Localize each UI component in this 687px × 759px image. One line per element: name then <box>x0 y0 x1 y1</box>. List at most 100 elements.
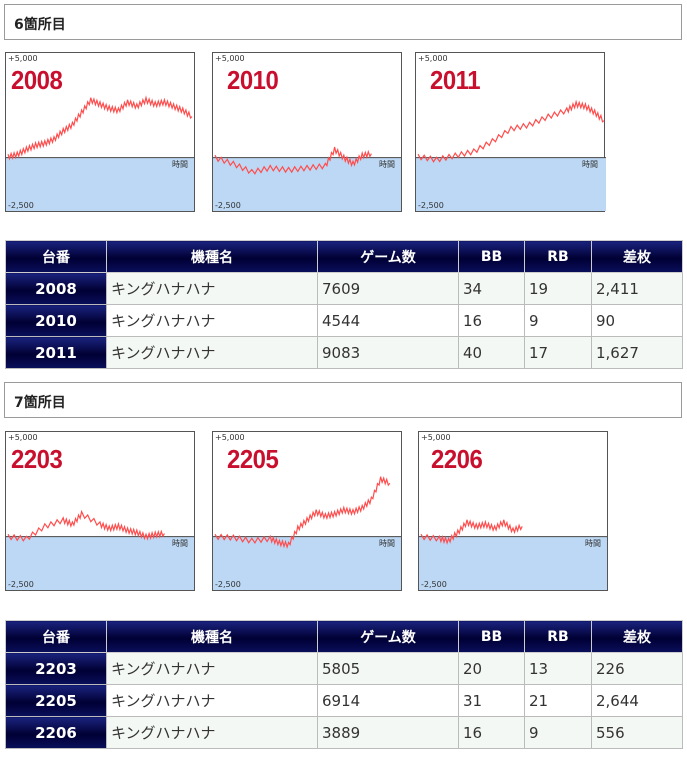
section-header: 6箇所目 <box>4 4 682 40</box>
diff-value: 2,644 <box>591 684 683 717</box>
data-table: 台番 機種名 ゲーム数 BB RB 差枚 2203 キングハナハナ 5805 2… <box>5 620 683 749</box>
chart-title: 2010 <box>227 65 279 95</box>
series-line <box>214 146 372 175</box>
unit-number: 2008 <box>5 272 107 305</box>
chart-title: 2206 <box>431 444 483 474</box>
rb-count: 21 <box>524 684 592 717</box>
model-name: キングハナハナ <box>106 684 318 717</box>
game-count: 3889 <box>317 716 459 749</box>
game-count: 6914 <box>317 684 459 717</box>
diff-value: 226 <box>591 652 683 685</box>
bb-count: 34 <box>458 272 525 305</box>
chart-2008: +5,000 2008 時間 -2,500 <box>5 52 195 212</box>
negative-region <box>6 536 194 590</box>
y-tick-bottom: -2,500 <box>8 580 34 589</box>
y-tick-bottom: -2,500 <box>215 201 241 210</box>
chart-2206: +5,000 2206 時間 -2,500 <box>418 431 608 591</box>
unit-number: 2203 <box>5 652 107 685</box>
header-unit: 台番 <box>5 620 107 653</box>
chart-svg <box>213 146 401 211</box>
chart-svg <box>416 99 606 211</box>
table-header-row: 台番 機種名 ゲーム数 BB RB 差枚 <box>5 620 683 653</box>
negative-region <box>213 536 401 590</box>
header-games: ゲーム数 <box>317 620 459 653</box>
negative-region <box>416 157 606 211</box>
chart-2011: +5,000 2011 時間 -2,500 <box>415 52 606 212</box>
chart-svg <box>213 476 401 590</box>
x-axis-label: 時間 <box>379 160 395 169</box>
y-tick-top: +5,000 <box>215 433 245 442</box>
header-bb: BB <box>458 620 525 653</box>
y-tick-top: +5,000 <box>8 54 38 63</box>
model-name: キングハナハナ <box>106 272 318 305</box>
model-name: キングハナハナ <box>106 716 318 749</box>
unit-number: 2206 <box>5 716 107 749</box>
table-row: 2205 キングハナハナ 6914 31 21 2,644 <box>5 684 683 717</box>
bb-count: 20 <box>458 652 525 685</box>
y-tick-top: +5,000 <box>418 54 448 63</box>
y-tick-top: +5,000 <box>421 433 451 442</box>
rb-count: 9 <box>524 716 592 749</box>
chart-2010: +5,000 2010 時間 -2,500 <box>212 52 402 212</box>
y-tick-top: +5,000 <box>215 54 245 63</box>
header-model: 機種名 <box>106 240 318 273</box>
header-games: ゲーム数 <box>317 240 459 273</box>
x-axis-label: 時間 <box>172 160 188 169</box>
unit-number: 2011 <box>5 336 107 369</box>
game-count: 4544 <box>317 304 459 337</box>
y-tick-bottom: -2,500 <box>418 201 444 210</box>
chart-title: 2008 <box>11 65 63 95</box>
diff-value: 556 <box>591 716 683 749</box>
header-diff: 差枚 <box>591 620 683 653</box>
header-rb: RB <box>524 240 592 273</box>
y-tick-bottom: -2,500 <box>421 580 447 589</box>
chart-svg <box>419 519 607 590</box>
negative-region <box>419 536 607 590</box>
y-tick-bottom: -2,500 <box>8 201 34 210</box>
data-table: 台番 機種名 ゲーム数 BB RB 差枚 2008 キングハナハナ 7609 3… <box>5 240 683 369</box>
negative-region <box>6 157 194 211</box>
unit-number: 2010 <box>5 304 107 337</box>
rb-count: 9 <box>524 304 592 337</box>
y-tick-top: +5,000 <box>8 433 38 442</box>
table-row: 2010 キングハナハナ 4544 16 9 90 <box>5 304 683 337</box>
chart-title: 2203 <box>11 444 63 474</box>
x-axis-label: 時間 <box>379 539 395 548</box>
rb-count: 13 <box>524 652 592 685</box>
table-row: 2011 キングハナハナ 9083 40 17 1,627 <box>5 336 683 369</box>
diff-value: 90 <box>591 304 683 337</box>
bb-count: 16 <box>458 716 525 749</box>
table-row: 2206 キングハナハナ 3889 16 9 556 <box>5 716 683 749</box>
diff-value: 1,627 <box>591 336 683 369</box>
chart-svg <box>6 509 194 590</box>
model-name: キングハナハナ <box>106 336 318 369</box>
header-rb: RB <box>524 620 592 653</box>
bb-count: 40 <box>458 336 525 369</box>
header-diff: 差枚 <box>591 240 683 273</box>
chart-2203: +5,000 2203 時間 -2,500 <box>5 431 195 591</box>
header-unit: 台番 <box>5 240 107 273</box>
model-name: キングハナハナ <box>106 652 318 685</box>
header-bb: BB <box>458 240 525 273</box>
chart-title: 2011 <box>430 65 481 95</box>
series-line <box>417 99 605 163</box>
diff-value: 2,411 <box>591 272 683 305</box>
series-line <box>7 95 193 161</box>
series-line <box>214 476 391 550</box>
table-row: 2008 キングハナハナ 7609 34 19 2,411 <box>5 272 683 305</box>
model-name: キングハナハナ <box>106 304 318 337</box>
bb-count: 31 <box>458 684 525 717</box>
y-tick-bottom: -2,500 <box>215 580 241 589</box>
table-row: 2203 キングハナハナ 5805 20 13 226 <box>5 652 683 685</box>
chart-svg <box>6 95 194 211</box>
x-axis-label: 時間 <box>585 539 601 548</box>
unit-number: 2205 <box>5 684 107 717</box>
x-axis-label: 時間 <box>582 160 598 169</box>
series-line <box>7 509 165 542</box>
section-header: 7箇所目 <box>4 382 682 418</box>
series-line <box>420 519 523 545</box>
game-count: 9083 <box>317 336 459 369</box>
game-count: 5805 <box>317 652 459 685</box>
bb-count: 16 <box>458 304 525 337</box>
chart-title: 2205 <box>227 444 279 474</box>
